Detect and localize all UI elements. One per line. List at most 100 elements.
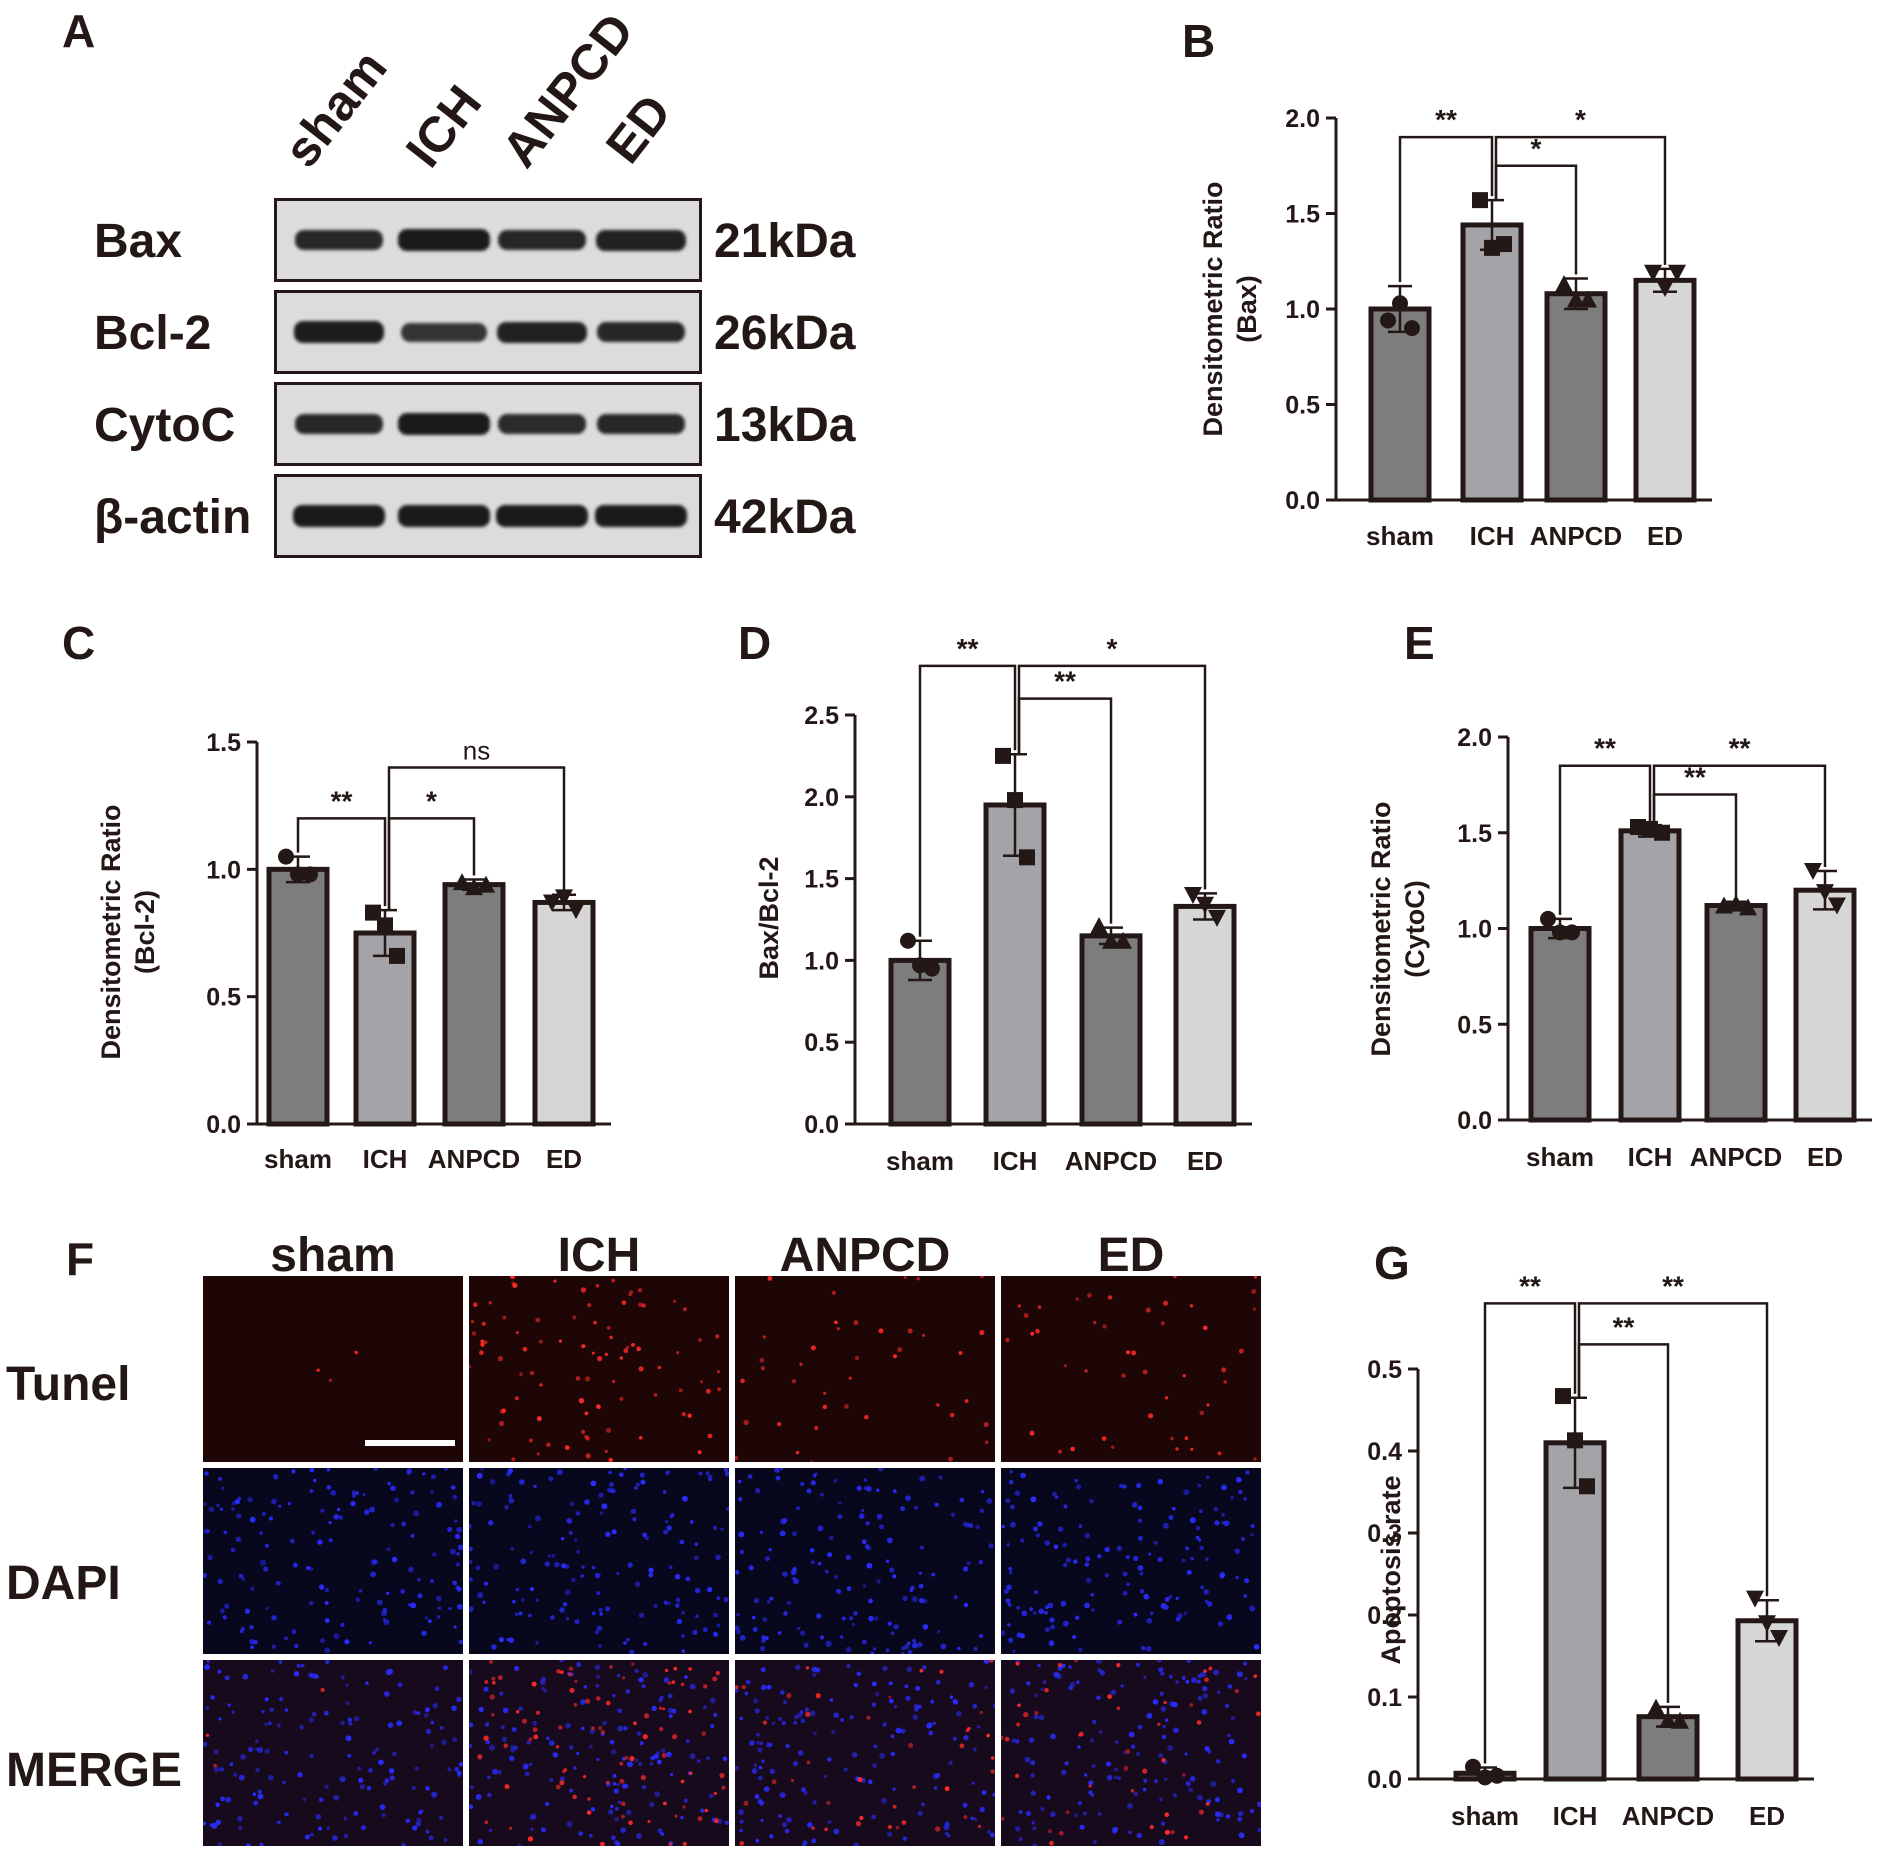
y-tick-label: 0.5	[1457, 1011, 1492, 1039]
data-point	[1196, 896, 1214, 914]
blot-band	[497, 321, 587, 343]
blot-membrane	[274, 382, 702, 466]
data-point	[377, 917, 393, 934]
data-point	[1404, 320, 1420, 337]
x-tick-label: ED	[546, 1144, 582, 1174]
y-tick-label: 1.5	[1457, 820, 1492, 848]
data-point	[1579, 1478, 1595, 1495]
y-axis-label: Densitometric Ratio	[1366, 801, 1396, 1056]
x-tick-label: ANPCD	[1065, 1146, 1157, 1176]
significance-bracket	[1494, 135, 1667, 265]
significance-label: ns	[463, 735, 490, 765]
x-tick-label: ED	[1749, 1801, 1785, 1831]
panel-letter-f: F	[66, 1233, 95, 1285]
y-tick-label: 0.4	[1367, 1438, 1402, 1466]
y-axis-label-unit: (Bax)	[1232, 275, 1262, 343]
blot-kda-label: 26kDa	[714, 307, 856, 360]
blot-band	[398, 229, 490, 251]
y-tick-label: 1.5	[804, 866, 839, 894]
blot-band	[498, 414, 586, 434]
blot-kda-label: 13kDa	[714, 399, 856, 452]
micro-row-label-dapi: DAPI	[6, 1557, 121, 1610]
scale-bar	[365, 1440, 455, 1446]
significance-label: **	[1729, 733, 1751, 764]
data-point	[1019, 849, 1035, 866]
bar	[353, 930, 417, 1127]
bar	[1704, 903, 1768, 1123]
y-axis-label: Bax/Bcl-2	[754, 856, 784, 979]
micro-tile	[1001, 1660, 1261, 1846]
panel-letter-a: A	[62, 5, 96, 57]
data-point	[1668, 264, 1686, 282]
y-tick-label: 1.0	[206, 856, 241, 884]
blot-row-label: Bcl-2	[94, 307, 212, 360]
micro-tile	[735, 1468, 995, 1654]
y-axis-label-unit: (CytoC)	[1400, 880, 1430, 977]
bar	[1544, 291, 1608, 503]
x-tick-label: sham	[1451, 1801, 1519, 1831]
bar	[1618, 828, 1682, 1123]
significance-label: *	[426, 785, 437, 816]
data-point	[995, 747, 1011, 764]
data-point	[1552, 924, 1568, 941]
panel-letter-e: E	[1404, 617, 1435, 669]
micro-tile	[203, 1276, 463, 1462]
significance-bracket	[1017, 664, 1207, 890]
significance-label: **	[1519, 1270, 1541, 1301]
blot-band	[596, 229, 686, 251]
y-tick-label: 2.0	[1457, 724, 1492, 752]
data-point	[1472, 192, 1488, 209]
data-point	[1380, 312, 1396, 329]
data-point	[1727, 894, 1745, 912]
significance-bracket	[918, 664, 1017, 937]
y-tick-label: 0.0	[804, 1111, 839, 1139]
micro-tile	[735, 1660, 995, 1846]
bar	[1793, 887, 1857, 1123]
y-tick-label: 1.5	[206, 729, 241, 757]
data-point	[477, 875, 495, 893]
y-tick-label: 0.0	[1457, 1107, 1492, 1135]
data-point	[1644, 264, 1662, 282]
data-point	[1654, 824, 1670, 841]
blot-membrane	[274, 290, 702, 374]
micro-tile	[469, 1276, 729, 1462]
significance-bracket	[1652, 764, 1827, 868]
blot-membrane	[274, 198, 702, 282]
significance-bracket	[296, 817, 387, 907]
data-point	[1739, 898, 1757, 916]
panel-letter-c: C	[62, 617, 96, 669]
x-tick-label: sham	[886, 1146, 954, 1176]
micro-tile	[1001, 1468, 1261, 1654]
y-axis-label: Densitometric Ratio	[1198, 181, 1228, 436]
significance-label: **	[1435, 104, 1457, 135]
x-tick-label: ED	[1647, 521, 1683, 551]
data-point	[543, 894, 561, 912]
y-tick-label: 0.5	[804, 1029, 839, 1057]
data-point	[1770, 1629, 1788, 1647]
y-tick-label: 2.0	[1285, 105, 1320, 133]
data-point	[290, 866, 306, 883]
data-point	[1567, 1432, 1583, 1449]
data-point	[555, 889, 573, 907]
micro-tile	[469, 1468, 729, 1654]
panel-letter-g: G	[1374, 1237, 1410, 1289]
x-tick-label: ICH	[1470, 521, 1515, 551]
data-point	[1567, 290, 1585, 308]
y-tick-label: 0.3	[1367, 1520, 1402, 1548]
blot-row-label: β-actin	[94, 491, 252, 544]
x-tick-label: ANPCD	[1530, 521, 1622, 551]
y-tick-label: 2.0	[804, 784, 839, 812]
significance-label: **	[1684, 761, 1706, 792]
bar	[266, 866, 330, 1127]
blot-row-label: Bax	[94, 215, 183, 268]
data-point	[1208, 909, 1226, 927]
x-tick-label: sham	[1366, 521, 1434, 551]
data-point	[453, 873, 471, 891]
data-point	[1477, 1769, 1493, 1786]
significance-bracket	[1577, 1302, 1769, 1597]
significance-bracket	[387, 766, 566, 911]
data-point	[1828, 897, 1846, 915]
significance-label: *	[1575, 104, 1586, 135]
x-tick-label: ICH	[1628, 1142, 1673, 1172]
